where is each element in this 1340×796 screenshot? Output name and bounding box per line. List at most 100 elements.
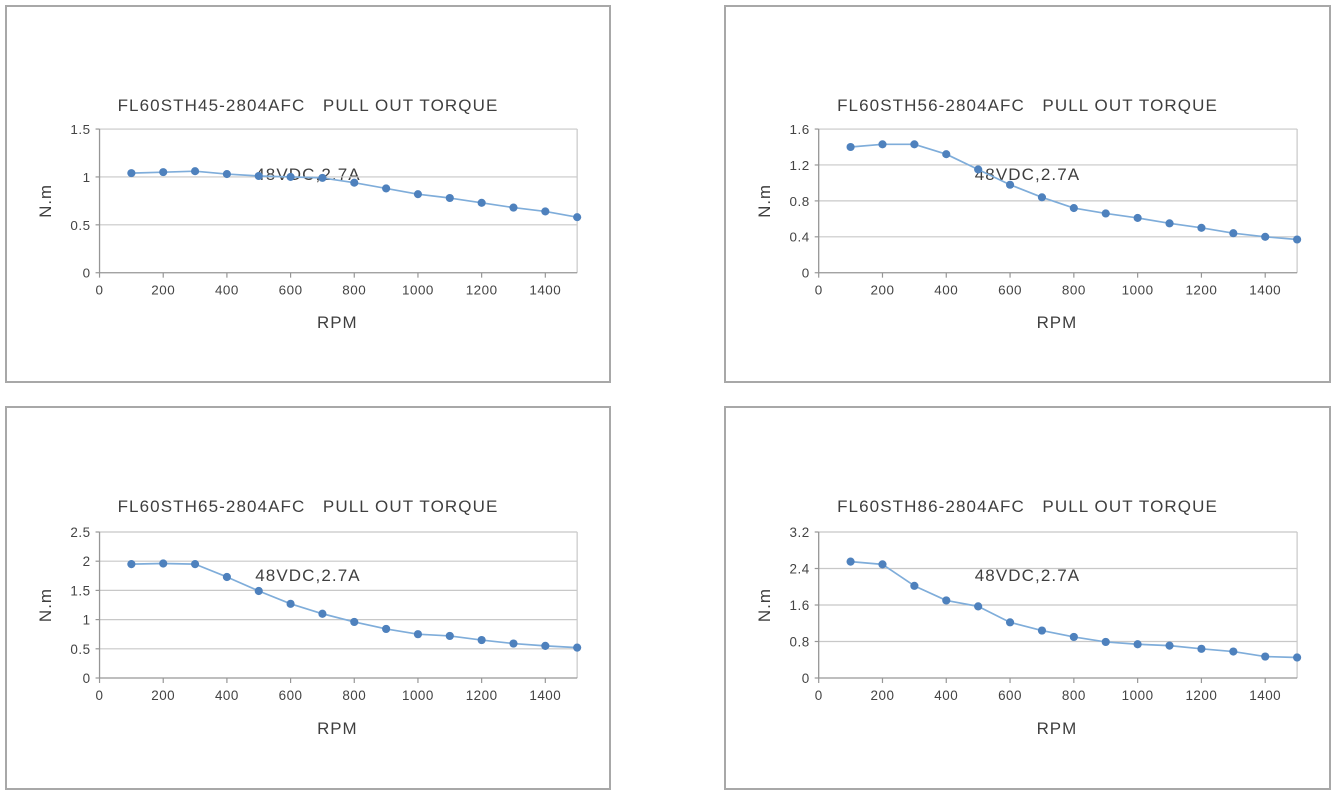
data-point-marker [846,142,855,152]
data-point-marker [1037,193,1047,202]
data-point-marker [1005,618,1015,627]
x-tick-label: 800 [1062,688,1086,703]
data-point-marker [222,170,231,179]
data-point-marker [974,602,983,611]
data-point-marker [1037,626,1047,635]
y-tick-label: 1.6 [790,598,810,613]
y-tick-label: 0 [83,671,91,686]
data-point-marker [1101,637,1110,647]
data-point-marker [127,560,136,569]
torque-chart-svg: 0 0.5 1 1.5 0 200 400 600 800 1000 1200 1400 RPM N.… [36,122,582,332]
data-point-marker [1293,235,1302,244]
y-tick-label: 0.8 [790,634,810,649]
plot-area: 0 0.8 1.6 2.4 3.2 0 200 400 600 800 1000 1200 1400 [790,525,1302,703]
x-tick-label: 600 [279,282,303,297]
y-tick-label: 0 [83,266,91,281]
x-tick-label: 600 [998,282,1022,297]
x-tick-label: 1400 [529,282,561,297]
x-tick-label: 1400 [529,688,561,703]
data-point-marker [286,172,295,181]
y-tick-label: 2.5 [70,525,90,540]
data-point-marker [382,184,391,193]
data-point-marker [445,193,454,203]
plot-area: 0 0.5 1 1.5 2 2.5 0 200 400 600 800 1000 1200 1400 [70,525,582,703]
data-point-marker [413,190,423,199]
x-tick-label: 1200 [466,282,498,297]
data-point-marker [573,643,582,652]
y-tick-label: 2.4 [790,561,810,576]
x-tick-label: 200 [151,688,175,703]
data-point-marker [974,165,983,174]
data-point-marker [509,203,518,212]
y-axis-title: N.m [755,588,774,622]
chart-title-line2: 48VDC,2.7A [255,566,361,585]
data-point-marker [541,641,550,650]
x-axis-title: RPM [317,313,358,332]
data-point-marker [477,635,486,645]
x-tick-label: 1400 [1249,282,1281,297]
series-line [850,560,1298,659]
data-point-marker [878,560,887,569]
data-point-marker [1261,232,1270,241]
x-tick-label: 0 [96,282,104,297]
y-tick-label: 1 [83,170,91,185]
y-tick-label: 0.8 [790,194,810,209]
chart-panel-fl60sth56: FL60STH56-2804AFC PULL OUT TORQUE 48VDC,… [724,5,1331,383]
chart-title: FL60STH56-2804AFC PULL OUT TORQUE 48VDC,… [726,48,1329,232]
data-point-marker [477,198,486,207]
x-axis-title: RPM [317,719,358,738]
x-tick-label: 1000 [1122,282,1154,297]
data-point-marker [254,171,263,181]
data-point-marker [127,169,136,178]
chart-title-line1: FL60STH86-2804AFC PULL OUT TORQUE [837,497,1218,516]
x-tick-label: 400 [215,282,239,297]
chart-title-line2: 48VDC,2.7A [974,566,1081,585]
x-tick-label: 0 [815,688,823,703]
data-point-marker [846,557,855,566]
x-tick-label: 800 [342,282,366,297]
data-point-marker [413,630,423,639]
x-tick-label: 600 [998,688,1022,703]
y-tick-label: 0 [802,671,810,686]
torque-chart-svg: 0 0.4 0.8 1.2 1.6 0 200 400 600 800 1000 1200 1400 R… [755,122,1302,332]
x-tick-label: 1000 [1122,688,1154,703]
x-tick-label: 800 [342,688,366,703]
data-point-marker [318,609,327,618]
x-tick-label: 200 [871,688,895,703]
x-tick-label: 0 [815,282,823,297]
data-point-marker [445,631,454,641]
data-point-marker [254,586,263,596]
x-tick-label: 400 [215,688,239,703]
x-tick-label: 1200 [1185,282,1217,297]
torque-chart-svg: 0 0.5 1 1.5 2 2.5 0 200 400 600 800 1000 1200 1400 RP… [36,525,582,738]
y-tick-label: 0.5 [70,642,90,657]
data-point-marker [541,207,550,216]
series-line [131,562,578,649]
chart-panel-fl60sth45: FL60STH45-2804AFC PULL OUT TORQUE 48VDC,… [5,5,611,383]
data-point-marker [1261,652,1270,661]
series-line [131,170,578,218]
y-tick-label: 1.6 [790,122,810,137]
x-axis-title: RPM [1037,313,1078,332]
y-axis-title: N.m [36,184,55,218]
data-point-marker [350,178,359,187]
data-point-marker [878,140,887,149]
data-point-marker [1133,213,1142,222]
y-tick-label: 3.2 [790,525,810,540]
data-point-marker [910,140,919,149]
x-tick-label: 1200 [1185,688,1217,703]
data-point-marker [190,167,200,176]
y-tick-label: 0.5 [70,218,90,233]
data-point-marker [942,150,951,159]
data-point-marker [1293,653,1302,662]
chart-panel-fl60sth65: FL60STH65-2804AFC PULL OUT TORQUE 48VDC,… [5,406,611,790]
y-tick-label: 0 [802,266,810,281]
y-tick-label: 2 [83,554,91,569]
data-point-marker [190,560,200,569]
data-point-marker [1165,219,1174,228]
data-point-marker [509,639,518,648]
x-tick-label: 1400 [1249,688,1281,703]
data-point-marker [573,213,582,222]
chart-title-line2: 48VDC,2.7A [974,165,1081,184]
